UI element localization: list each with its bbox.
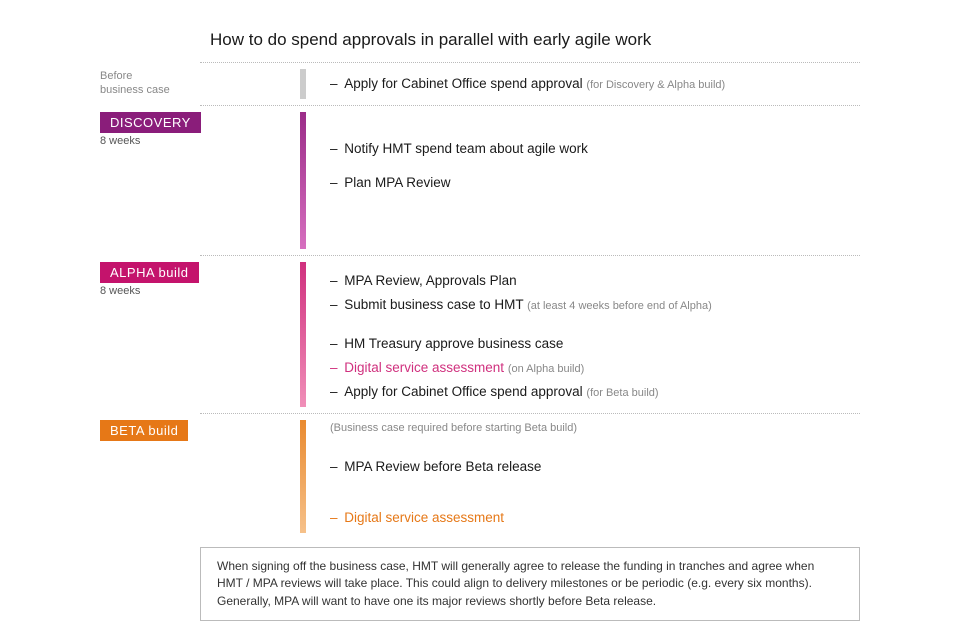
phase-alpha: ALPHA build 8 weeks – MPA Review, Approv… — [200, 255, 860, 413]
list-item: – MPA Review, Approvals Plan — [330, 272, 860, 290]
phase-discovery-items: – Notify HMT spend team about agile work… — [320, 112, 860, 192]
phase-discovery-label: DISCOVERY 8 weeks — [100, 112, 295, 147]
phase-beta-items: – MPA Review before Beta release – Digit… — [320, 448, 860, 526]
phase-beta-bar — [300, 420, 306, 532]
spacer — [330, 112, 860, 134]
list-item: – HM Treasury approve business case — [330, 335, 860, 353]
phase-discovery: DISCOVERY 8 weeks – Notify HMT spend tea… — [200, 105, 860, 255]
list-item: – Digital service assessment — [330, 509, 860, 527]
list-item: – Notify HMT spend team about agile work — [330, 140, 860, 158]
list-item: – Digital service assessment (on Alpha b… — [330, 359, 860, 377]
phase-alpha-items: – MPA Review, Approvals Plan – Submit bu… — [320, 262, 860, 401]
list-item: – Submit business case to HMT (at least … — [330, 296, 860, 314]
phase-before: Before business case – Apply for Cabinet… — [200, 62, 860, 105]
alpha-badge: ALPHA build — [100, 262, 199, 283]
phase-discovery-bar — [300, 112, 306, 249]
list-item-note: (at least 4 weeks before end of Alpha) — [527, 300, 712, 312]
phase-beta-label: BETA build — [100, 420, 295, 441]
list-item-note: (for Beta build) — [586, 387, 658, 399]
discovery-sublabel: 8 weeks — [100, 135, 295, 147]
before-label-line1: Before — [100, 69, 295, 83]
spacer — [330, 321, 860, 329]
phase-before-items: – Apply for Cabinet Office spend approva… — [320, 75, 860, 93]
spacer — [330, 164, 860, 168]
list-item-note: (on Alpha build) — [508, 363, 584, 375]
phase-alpha-label: ALPHA build 8 weeks — [100, 262, 295, 297]
list-item: – Apply for Cabinet Office spend approva… — [330, 383, 860, 401]
list-item: – Apply for Cabinet Office spend approva… — [330, 75, 860, 93]
before-label-line2: business case — [100, 83, 295, 97]
footer-note: When signing off the business case, HMT … — [200, 547, 860, 621]
phase-before-label: Before business case — [100, 69, 295, 98]
phase-before-bar — [300, 69, 306, 99]
beta-badge: BETA build — [100, 420, 188, 441]
discovery-badge: DISCOVERY — [100, 112, 201, 133]
spacer — [330, 448, 860, 452]
page-title: How to do spend approvals in parallel wi… — [210, 30, 860, 50]
list-item: – Plan MPA Review — [330, 174, 860, 192]
alpha-sublabel: 8 weeks — [100, 285, 295, 297]
spacer — [330, 262, 860, 266]
phase-alpha-bar — [300, 262, 306, 407]
phase-beta: BETA build (Business case required befor… — [200, 413, 860, 538]
spacer — [330, 483, 860, 503]
list-item: – MPA Review before Beta release — [330, 458, 860, 476]
list-item-note: (for Discovery & Alpha build) — [586, 79, 725, 91]
beta-phase-note: (Business case required before starting … — [330, 422, 860, 434]
